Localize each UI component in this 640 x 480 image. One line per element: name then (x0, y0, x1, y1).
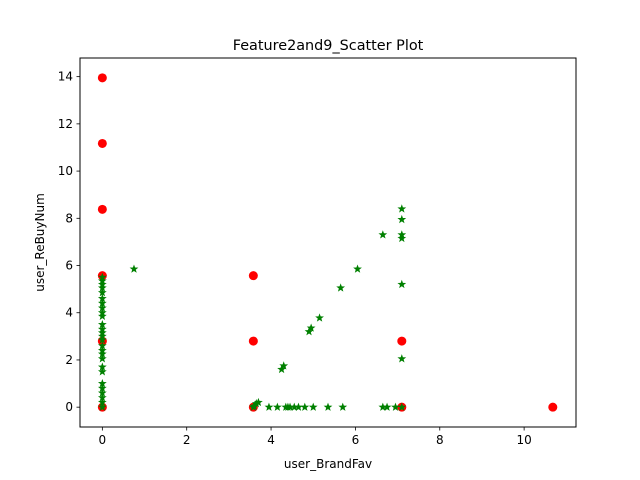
green-star-point (397, 233, 407, 243)
green-star-point (97, 341, 107, 350)
green-star-point (294, 402, 303, 411)
x-axis-ticks: 0 2 4 6 8 10 (99, 427, 532, 447)
green-star-point (97, 362, 107, 371)
red-circle-point (248, 271, 258, 281)
green-star-point (251, 399, 261, 408)
green-star-point (378, 230, 388, 239)
green-star-point (273, 402, 282, 411)
green-star-point (397, 230, 407, 239)
plot-frame (79, 57, 577, 428)
red-circle-point (548, 402, 558, 412)
green-star-point (97, 383, 107, 392)
red-circle-point (248, 336, 258, 346)
y-axis-label: user_ReBuyNum (33, 193, 47, 292)
green-star-point (323, 402, 333, 411)
y-tick-label: 8 (65, 211, 73, 225)
green-star-point (97, 319, 107, 329)
green-star-point (97, 393, 107, 402)
green-star-point (397, 204, 407, 213)
green-star-point (315, 313, 324, 322)
y-axis-ticks: 0 2 4 6 8 10 12 14 (58, 70, 80, 414)
data-points (97, 73, 558, 412)
green-star-point (353, 264, 362, 273)
green-star-point (300, 402, 310, 411)
y-tick-label: 0 (65, 400, 73, 414)
green-star-point (279, 361, 289, 370)
green-star-point (97, 335, 107, 344)
green-star-point (254, 397, 263, 407)
plot-area: 0 2 4 6 8 10 0 2 4 6 8 10 12 14 (58, 57, 577, 447)
green-star-point (264, 402, 274, 411)
green-star-point (338, 402, 348, 411)
green-star-point (97, 283, 107, 292)
green-star-point (308, 402, 318, 411)
green-star-point (397, 279, 407, 289)
y-tick-label: 14 (58, 70, 73, 84)
green-star-point (382, 402, 392, 411)
green-star-point (97, 303, 107, 312)
red-circle-point (97, 204, 107, 214)
green-star-point (97, 388, 107, 397)
red-circle-point (97, 138, 107, 148)
green-star-point (378, 402, 388, 411)
green-star-point (397, 214, 407, 224)
red-circle-point (397, 336, 407, 346)
green-star-point (97, 397, 107, 407)
green-star-point (97, 298, 107, 308)
green-star-point (397, 354, 407, 363)
y-tick-label: 2 (65, 353, 73, 367)
x-tick-label: 0 (99, 433, 107, 447)
green-star-point (289, 402, 299, 411)
plot-background (80, 58, 576, 427)
chart-title: Feature2and9_Scatter Plot (233, 38, 424, 54)
green-star-point (97, 293, 107, 303)
x-tick-label: 6 (352, 433, 360, 447)
y-tick-label: 10 (58, 164, 73, 178)
x-tick-label: 4 (267, 433, 275, 447)
green-star-point (97, 311, 107, 320)
green-star-point (306, 323, 316, 332)
green-star-point (97, 402, 107, 411)
green-star-point (397, 402, 407, 411)
y-tick-label: 12 (58, 117, 73, 131)
green-star-point (97, 349, 107, 358)
x-tick-label: 10 (516, 433, 531, 447)
green-star-point (97, 367, 107, 376)
y-tick-label: 4 (65, 306, 73, 320)
green-star-point (97, 378, 107, 388)
green-star-point (285, 402, 295, 411)
green-star-point (336, 283, 346, 292)
green-star-point (97, 354, 107, 363)
green-star-point (97, 288, 107, 297)
red-circle-point (97, 73, 107, 83)
green-star-point (391, 402, 400, 411)
x-tick-label: 2 (183, 433, 191, 447)
y-tick-label: 6 (65, 259, 73, 273)
x-tick-label: 8 (436, 433, 444, 447)
green-star-point (129, 264, 139, 273)
x-axis-label: user_BrandFav (284, 457, 372, 471)
